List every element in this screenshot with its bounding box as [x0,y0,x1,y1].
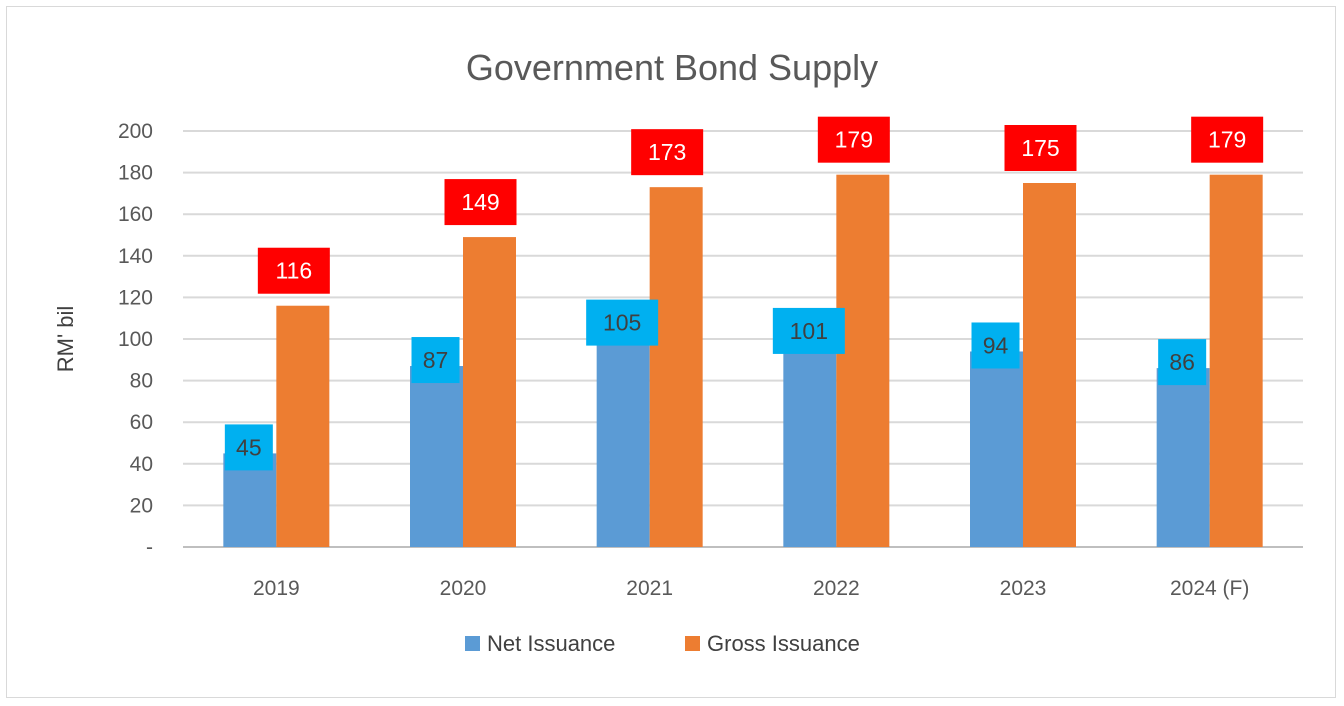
gross-issuance-label-bg-2 [631,129,704,176]
gross-issuance-bar-1 [463,237,516,547]
legend-label-0: Net Issuance [487,631,615,656]
chart-title: Government Bond Supply [466,47,878,88]
y-tick-label: 100 [118,328,153,351]
net-issuance-label-bg-3 [772,307,845,354]
x-tick-label: 2023 [1000,577,1047,600]
legend-label-1: Gross Issuance [707,631,860,656]
gross-issuance-label-3: 179 [835,127,873,153]
gross-issuance-label-0: 116 [275,258,312,284]
gross-issuance-bar-4 [1023,183,1076,547]
chart-svg: Government Bond Supply - 20 40 60 80 100 120 14… [53,47,1303,656]
net-issuance-label-1: 87 [423,347,449,373]
net-issuance-bar-1 [410,366,463,547]
y-tick-label: 160 [118,203,153,226]
y-tick-label: 20 [130,494,153,517]
legend-swatch-1 [685,636,700,651]
net-issuance-label-5: 86 [1169,349,1195,375]
y-tick-label: 60 [130,411,153,434]
x-tick-label: 2020 [440,577,487,600]
gross-issuance-bar-5 [1209,174,1263,547]
gross-issuance-label-1: 149 [461,189,499,215]
net-issuance-label-bg-2 [586,299,659,346]
x-tick-label: 2021 [626,577,673,600]
data-labels: 45 116 87 149 105 173 101 179 94 175 86 179 [224,116,1264,471]
x-tick-label: 2022 [813,577,860,600]
x-axis-ticks: 2019 2020 2021 2022 2023 2024 (F) [253,577,1249,600]
net-issuance-bar-3 [783,336,837,547]
x-tick-label: 2019 [253,577,300,600]
y-tick-label: 80 [130,370,153,393]
bars [223,174,1263,547]
chart-frame: Government Bond Supply - 20 40 60 80 100 120 14… [6,6,1336,698]
net-issuance-label-0: 45 [236,434,262,460]
gross-issuance-bar-2 [649,187,703,547]
gross-issuance-label-bg-4 [1004,125,1077,171]
gross-issuance-label-2: 173 [648,139,686,165]
x-tick-label: 2024 (F) [1170,577,1249,600]
net-issuance-bar-2 [596,328,650,547]
gross-issuance-label-bg-5 [1191,116,1264,163]
net-issuance-label-4: 94 [983,332,1009,358]
net-issuance-label-bg-1 [411,337,460,384]
gross-issuance-label-5: 179 [1208,127,1246,153]
net-issuance-label-bg-5 [1158,339,1207,386]
gross-issuance-label-4: 175 [1021,135,1059,161]
gross-issuance-label-bg-3 [817,116,890,163]
y-tick-label: 180 [118,162,153,185]
y-tick-label: 200 [118,120,153,143]
net-issuance-bar-5 [1156,368,1210,547]
y-tick-label: 140 [118,245,153,268]
net-issuance-bar-4 [970,351,1023,547]
net-issuance-label-bg-4 [971,322,1020,369]
gross-issuance-label-bg-1 [444,179,517,226]
gross-issuance-bar-3 [836,174,890,547]
legend: Net Issuance Gross Issuance [465,631,860,656]
y-tick-label: - [146,536,153,559]
y-tick-label: 120 [118,286,153,309]
gross-issuance-label-bg-0 [257,247,330,294]
gross-issuance-bar-0 [276,305,330,547]
net-issuance-label-3: 101 [790,318,828,344]
gridlines [183,130,1303,548]
y-axis-title: RM' bil [53,306,78,373]
legend-swatch-0 [465,636,480,651]
y-tick-label: 40 [130,453,153,476]
net-issuance-label-bg-0 [224,424,273,471]
y-axis-ticks: - 20 40 60 80 100 120 140 160 180 200 [118,120,153,559]
net-issuance-label-2: 105 [603,310,641,336]
